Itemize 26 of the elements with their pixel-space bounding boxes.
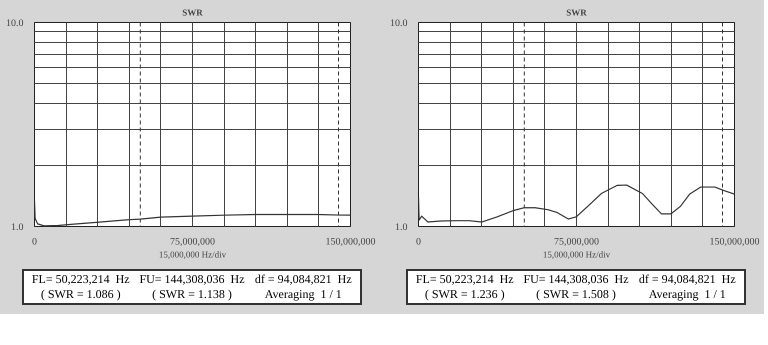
x-tick-label: 0 xyxy=(32,236,37,248)
x-tick-label: 75,000,000 xyxy=(554,236,599,248)
text: Averaging 1 / 1 xyxy=(264,287,343,302)
x-tick-label: 150,000,000 xyxy=(326,236,376,248)
text: ( SWR = 1.138 ) xyxy=(151,287,233,302)
text: FU= 144,308,036 Hz xyxy=(522,272,630,287)
text: FL= 50,223,214 Hz xyxy=(414,272,515,287)
text: FU= 144,308,036 Hz xyxy=(138,272,246,287)
chart-title: SWR xyxy=(182,8,204,18)
text: FL= 50,223,214 Hz xyxy=(30,272,131,287)
text: df = 94,084,821 Hz xyxy=(254,272,353,287)
x-tick-label: 0 xyxy=(416,236,421,248)
x-axis-title: 15,000,000 Hz/div xyxy=(158,250,227,260)
y-tick-label: 10.0 xyxy=(6,18,24,29)
chart-title: SWR xyxy=(566,8,588,18)
y-tick-label: 1.0 xyxy=(11,222,24,233)
text: ( SWR = 1.086 ) xyxy=(40,287,122,302)
x-tick-label: 150,000,000 xyxy=(710,236,760,248)
text: ( SWR = 1.508 ) xyxy=(535,287,617,302)
text: df = 94,084,821 Hz xyxy=(638,272,737,287)
x-tick-label: 75,000,000 xyxy=(170,236,215,248)
x-axis-title: 15,000,000 Hz/div xyxy=(542,250,611,260)
y-tick-label: 10.0 xyxy=(390,18,408,29)
y-tick-label: 1.0 xyxy=(395,222,408,233)
text: Averaging 1 / 1 xyxy=(648,287,727,302)
text: ( SWR = 1.236 ) xyxy=(424,287,506,302)
